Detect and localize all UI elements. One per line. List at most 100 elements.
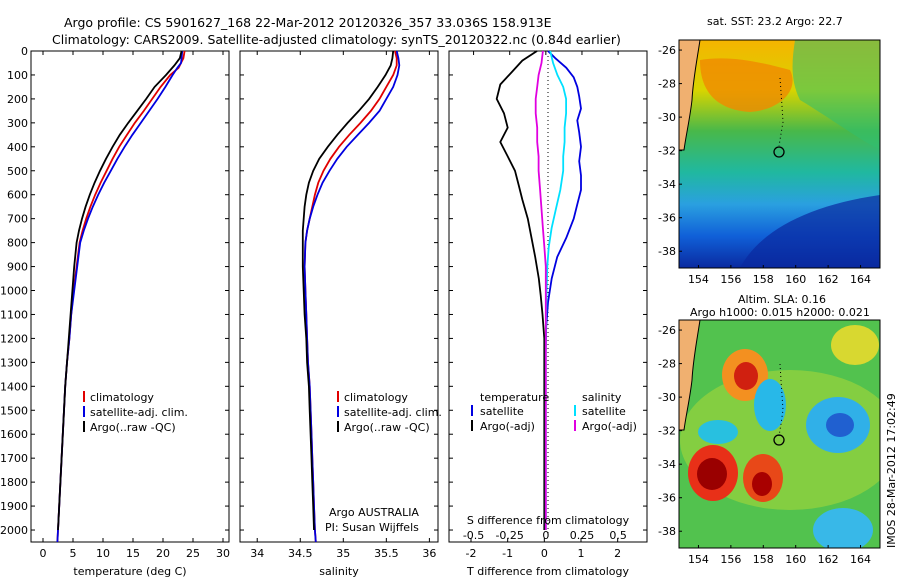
depth-tick-label: 1900 [0,500,28,513]
depth-tick-label: 1400 [0,380,28,393]
series-line [56,50,184,543]
sst-land [679,40,701,151]
depth-tick-label: 900 [7,261,28,274]
depth-tick-label: 1300 [0,356,28,369]
legend-salinity-heading: salinity [582,391,622,404]
series-line [301,50,395,531]
sst-float-track [778,77,784,147]
lat-tick-label: -26 [658,44,676,57]
series-line [534,50,547,530]
depth-tick-label: 800 [7,237,28,250]
depth-tick-label: 600 [7,189,28,202]
lat-tick-label: -28 [658,78,676,91]
series-line [303,50,401,543]
legend-argo-label: Argo(..raw -QC) [90,421,176,434]
lat-tick-label: -32 [658,145,676,158]
lat-tick-label: -28 [658,358,676,371]
depth-tick-label: 1100 [0,308,28,321]
lon-tick-label: 156 [720,273,741,286]
legend-s-climatology-label: climatology [344,391,408,404]
sla-warm-patch-ne [831,325,879,365]
sla-cold-eddy-2 [754,379,786,431]
sla-cold-eddy-3-core [826,413,854,437]
lat-tick-label: -30 [658,391,676,404]
legend-t-satellite-label: satellite [480,405,524,418]
salinity-legend: climatology satellite-adj. clim. Argo(..… [337,391,442,434]
sla-map-frame [678,319,881,549]
s-difference-label: S difference from climatology [467,514,630,527]
legend-satellite-label: satellite-adj. clim. [90,406,188,419]
x-tick-label: 0 [541,547,548,560]
s-tick-label: 0.25 [570,529,595,542]
temperature-x-label: temperature (deg C) [73,565,186,578]
title-line-2: Climatology: CARS2009. Satellite-adjuste… [52,32,621,47]
lon-tick-label: 158 [753,553,774,566]
sla-float-marker [773,434,785,446]
credit-line-2: PI: Susan Wijffels [325,521,419,534]
lat-tick-label: -34 [658,178,676,191]
depth-tick-label: 700 [7,213,28,226]
salinity-x-label: salinity [319,565,359,578]
depth-tick-label: 2000 [0,524,28,537]
depth-tick-label: 1700 [0,452,28,465]
lon-tick-label: 162 [818,273,839,286]
lat-tick-label: -36 [658,492,676,505]
lat-tick-label: -32 [658,425,676,438]
lon-tick-label: 162 [818,553,839,566]
series-line [543,50,582,531]
legend-s-argo-label: Argo(..raw -QC) [344,421,430,434]
lat-tick-label: -38 [658,245,676,258]
depth-tick-label: 1200 [0,332,28,345]
depth-tick-label: 200 [7,93,28,106]
temperature-profiles [56,50,186,543]
x-tick-label: 25 [186,547,200,560]
difference-ticks: -2 -1 0 1 2 -0.5 -0.25 0 0.25 0.5 [463,51,627,560]
salinity-profiles [301,50,401,543]
depth-tick-label: 100 [7,69,28,82]
lat-tick-label: -36 [658,212,676,225]
lon-tick-label: 156 [720,553,741,566]
legend-climatology-label: climatology [90,391,154,404]
lat-tick-label: -30 [658,111,676,124]
lon-tick-label: 154 [688,553,709,566]
depth-tick-label: 1000 [0,285,28,298]
t-difference-label: T difference from climatology [466,565,629,578]
sst-float-marker [773,146,785,158]
difference-profiles [495,50,582,531]
depth-tick-label: 1600 [0,428,28,441]
series-line [495,50,546,530]
depth-tick-label: 500 [7,165,28,178]
sst-map-title: sat. SST: 23.2 Argo: 22.7 [707,15,843,28]
salinity-x-ticks: 34 34.5 35 35.5 36 [250,51,436,560]
sla-map-title-2: Argo h1000: 0.015 h2000: 0.021 [690,306,870,319]
sla-warm-eddy-1-core [734,362,758,390]
series-line [303,50,398,543]
legend-s-sat-label: satellite [582,405,626,418]
title-line-1: Argo profile: CS 5901627_168 22-Mar-2012… [64,15,552,30]
x-tick-label: 35 [336,547,350,560]
s-tick-label: 0.5 [609,529,627,542]
salinity-panel-frame [239,50,439,543]
series-line [56,50,186,543]
depth-tick-label: 400 [7,141,28,154]
sla-cold-eddy-4 [813,508,873,548]
lat-tick-label: -26 [658,324,676,337]
series-line [544,50,567,530]
sla-cold-eddy-1 [698,420,738,444]
x-tick-label: 20 [156,547,170,560]
sla-map-title-1: Altim. SLA: 0.16 [738,293,826,306]
x-tick-label: 30 [216,547,230,560]
sst-map-ticks: 154 156 158 160 162 164 -26 -28 -30 -32 -34 -36 -38 [658,44,871,286]
sst-warm-patch [700,58,793,112]
x-tick-label: 5 [70,547,77,560]
imos-timestamp: IMOS 28-Mar-2012 17:02:49 [885,393,898,548]
sst-map-frame [678,39,881,269]
x-tick-label: -2 [466,547,477,560]
temperature-legend: climatology satellite-adj. clim. Argo(..… [83,391,188,434]
legend-temperature-heading: temperature [480,391,549,404]
difference-legend: temperature satellite Argo(-adj) salinit… [471,391,637,433]
x-tick-label: 10 [96,547,110,560]
sst-cool-patch [792,40,880,150]
